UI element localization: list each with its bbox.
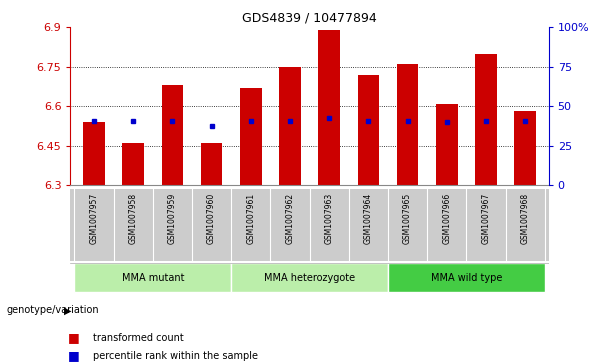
Text: genotype/variation: genotype/variation [6,305,99,315]
Text: MMA heterozygote: MMA heterozygote [264,273,355,283]
Text: ■: ■ [68,349,80,362]
Text: GSM1007960: GSM1007960 [207,192,216,244]
Bar [279,67,301,185]
Bar [201,143,223,185]
Text: GSM1007961: GSM1007961 [246,192,255,244]
Text: GSM1007967: GSM1007967 [481,192,490,244]
Text: GSM1007965: GSM1007965 [403,192,412,244]
Bar [397,64,418,185]
Text: GSM1007968: GSM1007968 [520,192,530,244]
Bar [240,88,262,185]
Text: MMA wild type: MMA wild type [431,273,502,283]
Bar [514,111,536,185]
Bar [475,53,497,185]
Bar [162,85,183,185]
Bar [388,263,545,293]
Title: GDS4839 / 10477894: GDS4839 / 10477894 [242,12,377,25]
Text: percentile rank within the sample: percentile rank within the sample [93,351,259,361]
Text: GSM1007957: GSM1007957 [89,192,99,244]
Text: transformed count: transformed count [93,333,184,343]
Bar [318,30,340,185]
Bar [74,263,231,293]
Text: ■: ■ [68,331,80,344]
Bar [231,263,388,293]
Bar [436,103,457,185]
Bar [357,74,379,185]
Text: GSM1007962: GSM1007962 [286,192,294,244]
Text: GSM1007958: GSM1007958 [129,192,138,244]
Text: GSM1007966: GSM1007966 [442,192,451,244]
Text: GSM1007959: GSM1007959 [168,192,177,244]
Text: GSM1007963: GSM1007963 [325,192,333,244]
Bar [123,143,144,185]
Text: MMA mutant: MMA mutant [121,273,184,283]
Text: ▶: ▶ [64,305,72,315]
Bar [83,122,105,185]
Text: GSM1007964: GSM1007964 [364,192,373,244]
